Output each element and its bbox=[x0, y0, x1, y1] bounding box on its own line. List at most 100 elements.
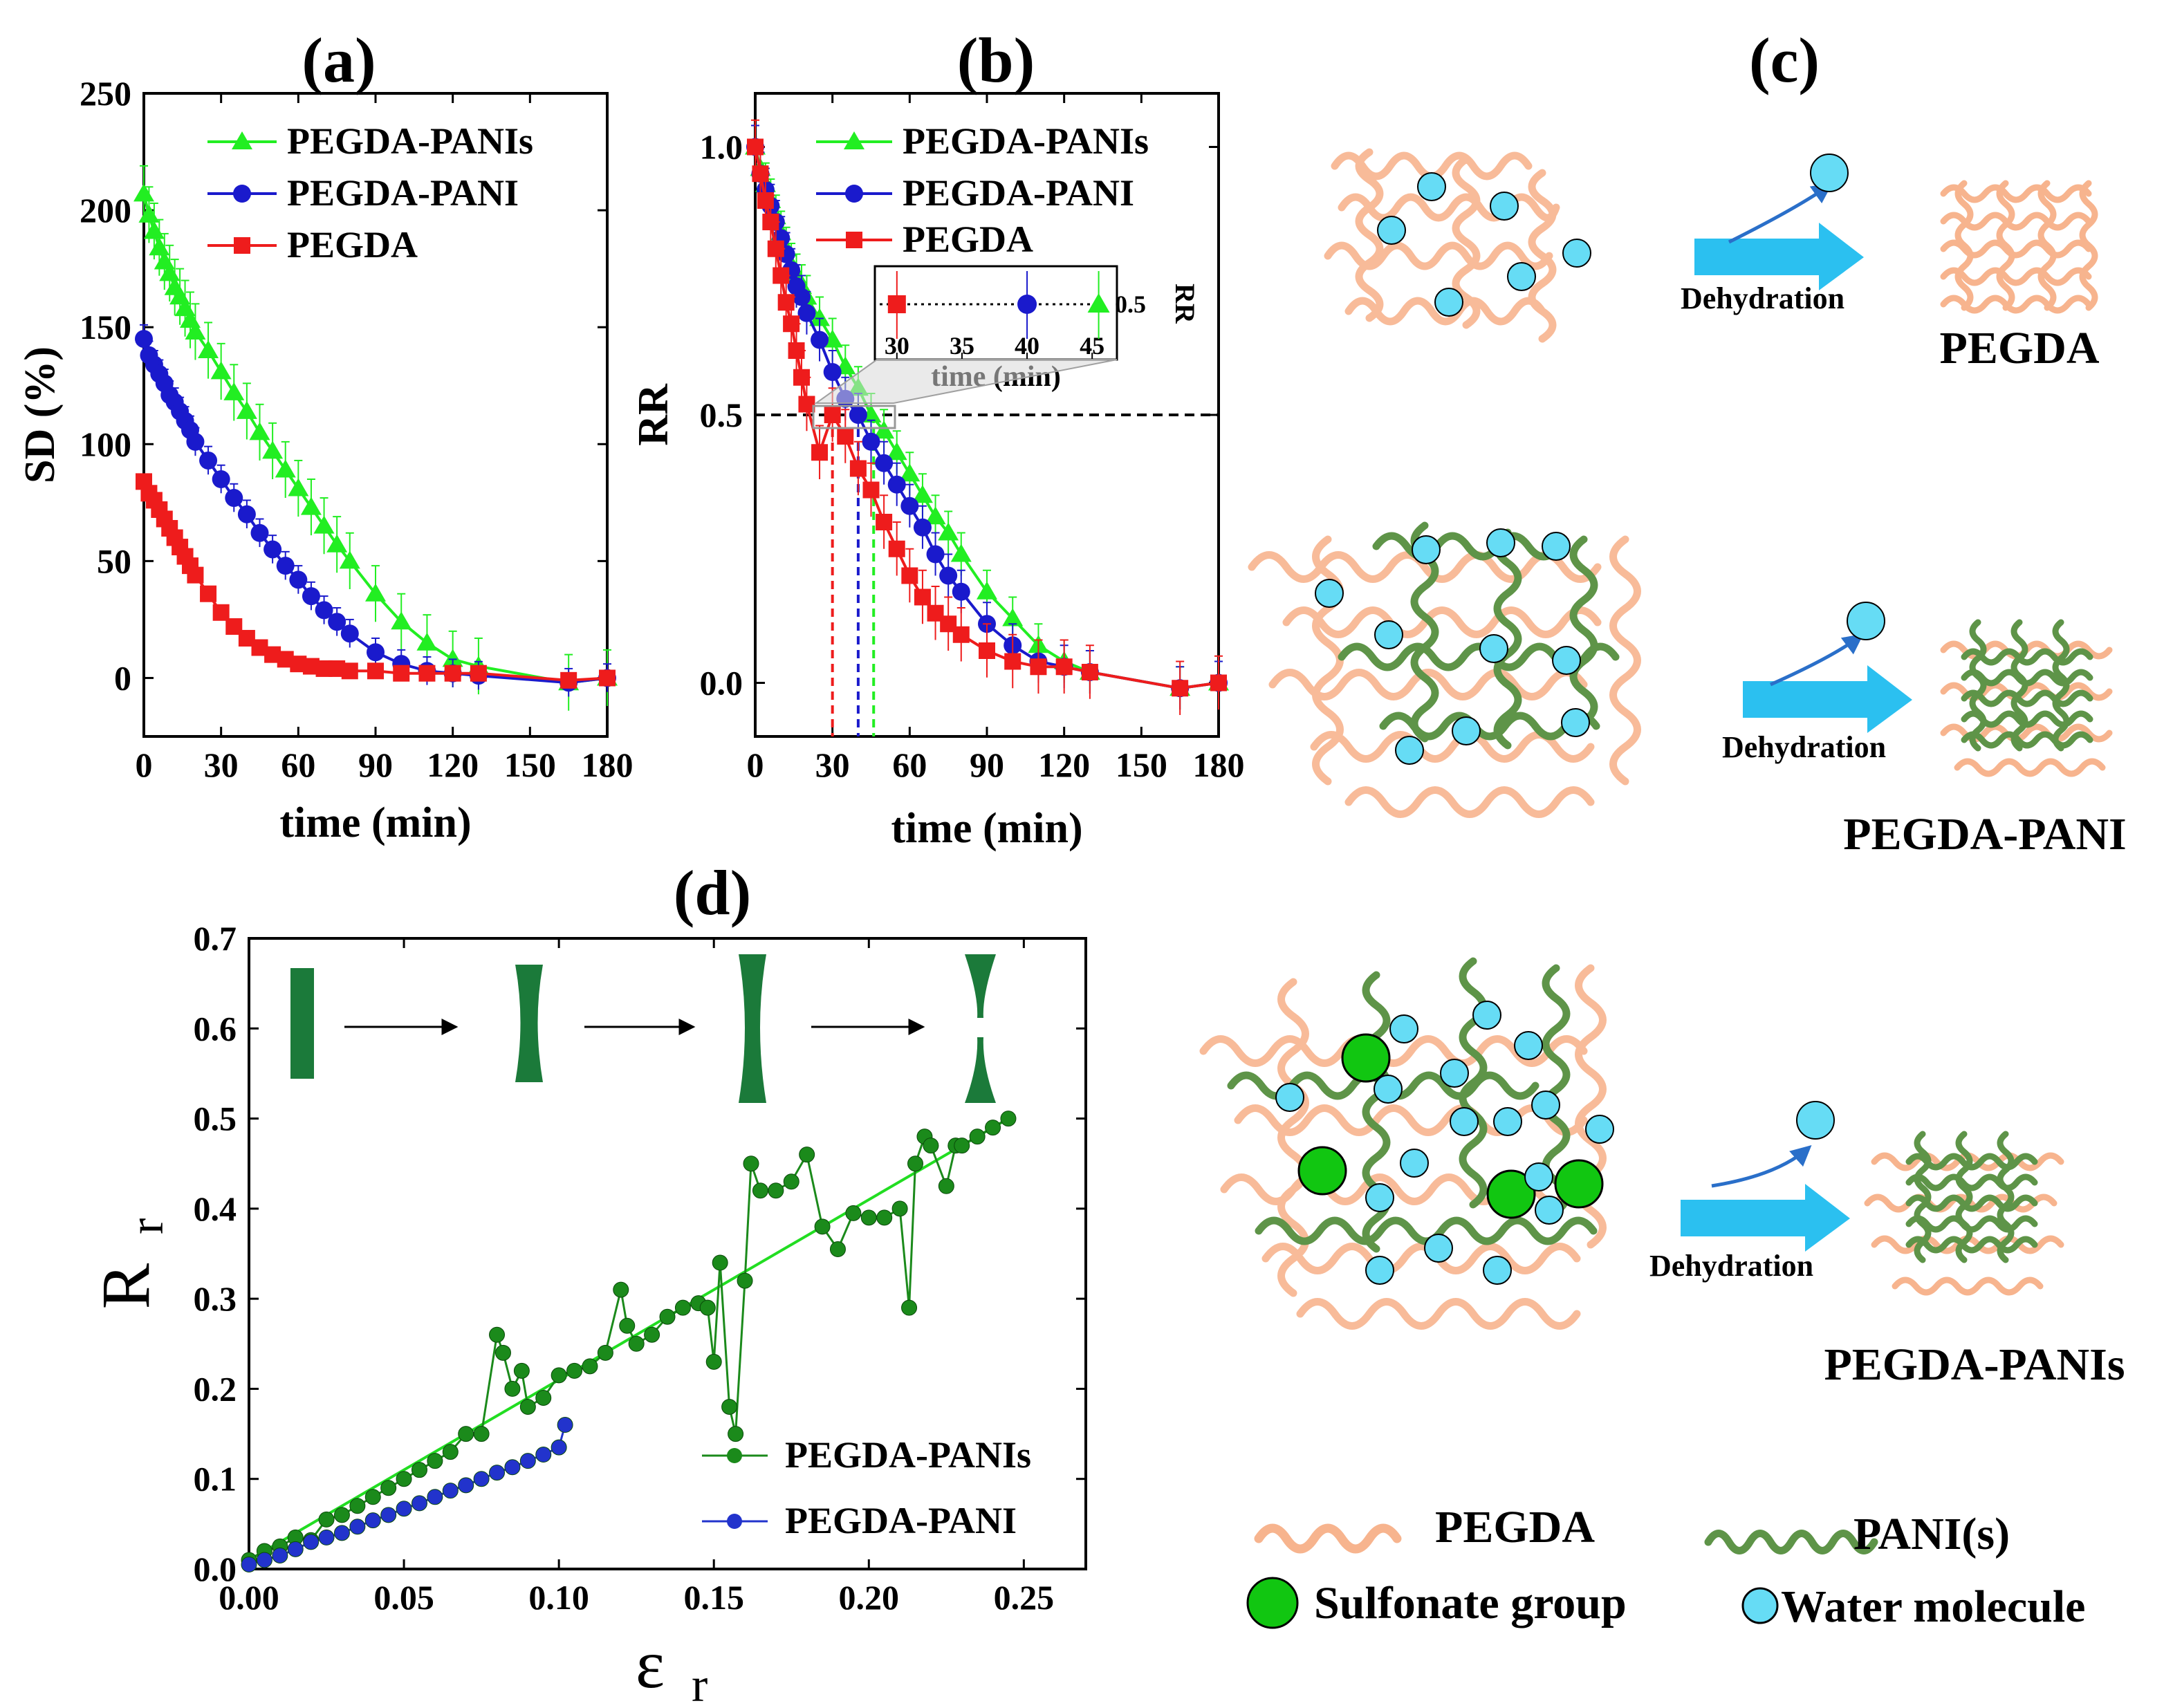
d-point bbox=[712, 1254, 728, 1271]
a-point bbox=[418, 665, 436, 682]
b-point bbox=[862, 432, 880, 451]
d-ytick-label: 0.6 bbox=[194, 1009, 237, 1048]
d-point bbox=[728, 1426, 744, 1442]
d-series-line-1 bbox=[248, 1424, 566, 1566]
row1-network bbox=[1324, 148, 1591, 343]
inset-frame bbox=[873, 265, 1118, 361]
d-point bbox=[699, 1299, 716, 1316]
water-3d bbox=[1275, 1083, 1304, 1112]
d-point bbox=[597, 1344, 613, 1361]
chart-d-frame bbox=[248, 937, 1087, 1570]
b-point bbox=[913, 518, 932, 537]
legend-b-pani-marker bbox=[845, 185, 863, 203]
a-point bbox=[599, 669, 616, 687]
b-point bbox=[1002, 608, 1024, 626]
d-point bbox=[333, 1507, 350, 1523]
a-xtick-label: 180 bbox=[582, 745, 634, 784]
sulfonate-3d bbox=[1554, 1159, 1604, 1209]
d-point bbox=[1000, 1111, 1017, 1127]
a-xtick-label: 120 bbox=[427, 745, 479, 784]
d-point bbox=[458, 1426, 474, 1442]
legend-d-panis-marker bbox=[727, 1448, 742, 1463]
key-water-swatch bbox=[1741, 1587, 1779, 1624]
chart-a: (a) 0 30 60 90 120 150 180 0 50 100 150 200 250 time… bbox=[17, 25, 634, 846]
water-1e bbox=[1507, 262, 1536, 291]
pegda-dense-1 bbox=[1940, 180, 2098, 314]
a-xtick-label: 60 bbox=[281, 745, 315, 784]
d-point bbox=[743, 1155, 759, 1172]
d-point bbox=[318, 1529, 335, 1545]
b-point bbox=[875, 454, 894, 472]
inset-xtick-label: 35 bbox=[950, 332, 974, 360]
d-point bbox=[442, 1444, 459, 1460]
a-xtick-label: 90 bbox=[358, 745, 393, 784]
d-point bbox=[876, 1209, 893, 1226]
chart-b-guides bbox=[755, 414, 1219, 736]
b-xtick-label: 0 bbox=[747, 745, 764, 784]
b-point bbox=[950, 544, 972, 562]
strain-sequence bbox=[290, 954, 996, 1103]
schematic-key: PEGDA PANI(s) Sulfonate group Water mole… bbox=[1246, 1502, 2085, 1632]
a-point bbox=[560, 671, 577, 689]
chart-b-xlabel: time (min) bbox=[891, 805, 1082, 852]
chart-a-ylabel: SD (%) bbox=[17, 346, 64, 483]
b-point bbox=[938, 522, 959, 541]
b-xtick-label: 90 bbox=[970, 745, 1004, 784]
panel-d-label: (d) bbox=[674, 857, 751, 928]
d-ytick-label: 0.2 bbox=[194, 1369, 237, 1408]
specimen-2 bbox=[515, 965, 543, 1082]
d-point bbox=[783, 1173, 799, 1190]
water-2b bbox=[1412, 535, 1441, 564]
d-point bbox=[814, 1218, 831, 1235]
legend-d-pani: PEGDA-PANI bbox=[785, 1500, 1017, 1541]
dehydration-label-1: Dehydration bbox=[1681, 281, 1844, 315]
water-3e bbox=[1374, 1075, 1403, 1104]
chart-a-ticks: 0 30 60 90 120 150 180 0 50 100 150 200 250 bbox=[80, 74, 634, 784]
d-ytick-label: 0.3 bbox=[194, 1279, 237, 1318]
a-point bbox=[315, 601, 333, 620]
d-xtick-label: 0.15 bbox=[683, 1578, 744, 1617]
chart-d-ticks: 0.00 0.05 0.10 0.15 0.20 0.25 0.0 0.1 0.2 0.3 0.4 0… bbox=[194, 919, 1086, 1617]
row2-product: PEGDA-PANI bbox=[1843, 619, 2127, 860]
water-1d bbox=[1562, 239, 1591, 268]
water-2d bbox=[1542, 532, 1571, 561]
row2-label: PEGDA-PANI bbox=[1843, 809, 2126, 860]
d-point bbox=[674, 1299, 691, 1316]
released-water-2 bbox=[1847, 602, 1885, 640]
a-point bbox=[225, 489, 243, 508]
b-xtick-label: 150 bbox=[1116, 745, 1167, 784]
sulfonate-3b bbox=[1297, 1146, 1347, 1196]
b-point bbox=[849, 460, 867, 477]
d-point bbox=[349, 1498, 366, 1514]
legend-a-pani: PEGDA-PANI bbox=[287, 172, 519, 214]
b-ytick-label: 0.5 bbox=[700, 396, 743, 434]
inset-ytick: 0.5 bbox=[1115, 290, 1146, 318]
b-point bbox=[952, 626, 970, 643]
row2-network bbox=[1248, 521, 1641, 818]
b-point bbox=[887, 475, 906, 494]
water-3n bbox=[1535, 1196, 1564, 1225]
a-point bbox=[236, 400, 257, 419]
d-xtick-label: 0.10 bbox=[528, 1578, 589, 1617]
b-point bbox=[979, 642, 995, 659]
d-point bbox=[985, 1120, 1001, 1136]
d-point bbox=[938, 1178, 954, 1194]
released-water-1 bbox=[1810, 154, 1849, 192]
d-point bbox=[969, 1129, 986, 1145]
row1-product: PEGDA bbox=[1940, 180, 2100, 373]
d-point bbox=[954, 1138, 970, 1154]
specimen-4-top bbox=[965, 954, 996, 1018]
d-point bbox=[504, 1380, 521, 1397]
sulfonate-3c bbox=[1486, 1169, 1536, 1219]
chart-b: (b) 0 30 60 90 120 150 180 0.0 0.5 1.0 time (min)… bbox=[630, 25, 1245, 852]
b-point bbox=[1004, 653, 1021, 670]
b-point bbox=[899, 463, 921, 482]
pani-chains-2 bbox=[1338, 521, 1620, 750]
chart-d-xlabel: ε bbox=[636, 1626, 665, 1702]
d-ytick-label: 0.5 bbox=[194, 1099, 237, 1138]
inset-ylabel: RR bbox=[1169, 284, 1201, 324]
legend-a-pegda: PEGDA bbox=[287, 224, 418, 266]
row3-network bbox=[1199, 957, 1614, 1330]
schematic-c: (c) Dehydration PEGDA bbox=[1199, 25, 2127, 1632]
d-point bbox=[256, 1552, 272, 1568]
